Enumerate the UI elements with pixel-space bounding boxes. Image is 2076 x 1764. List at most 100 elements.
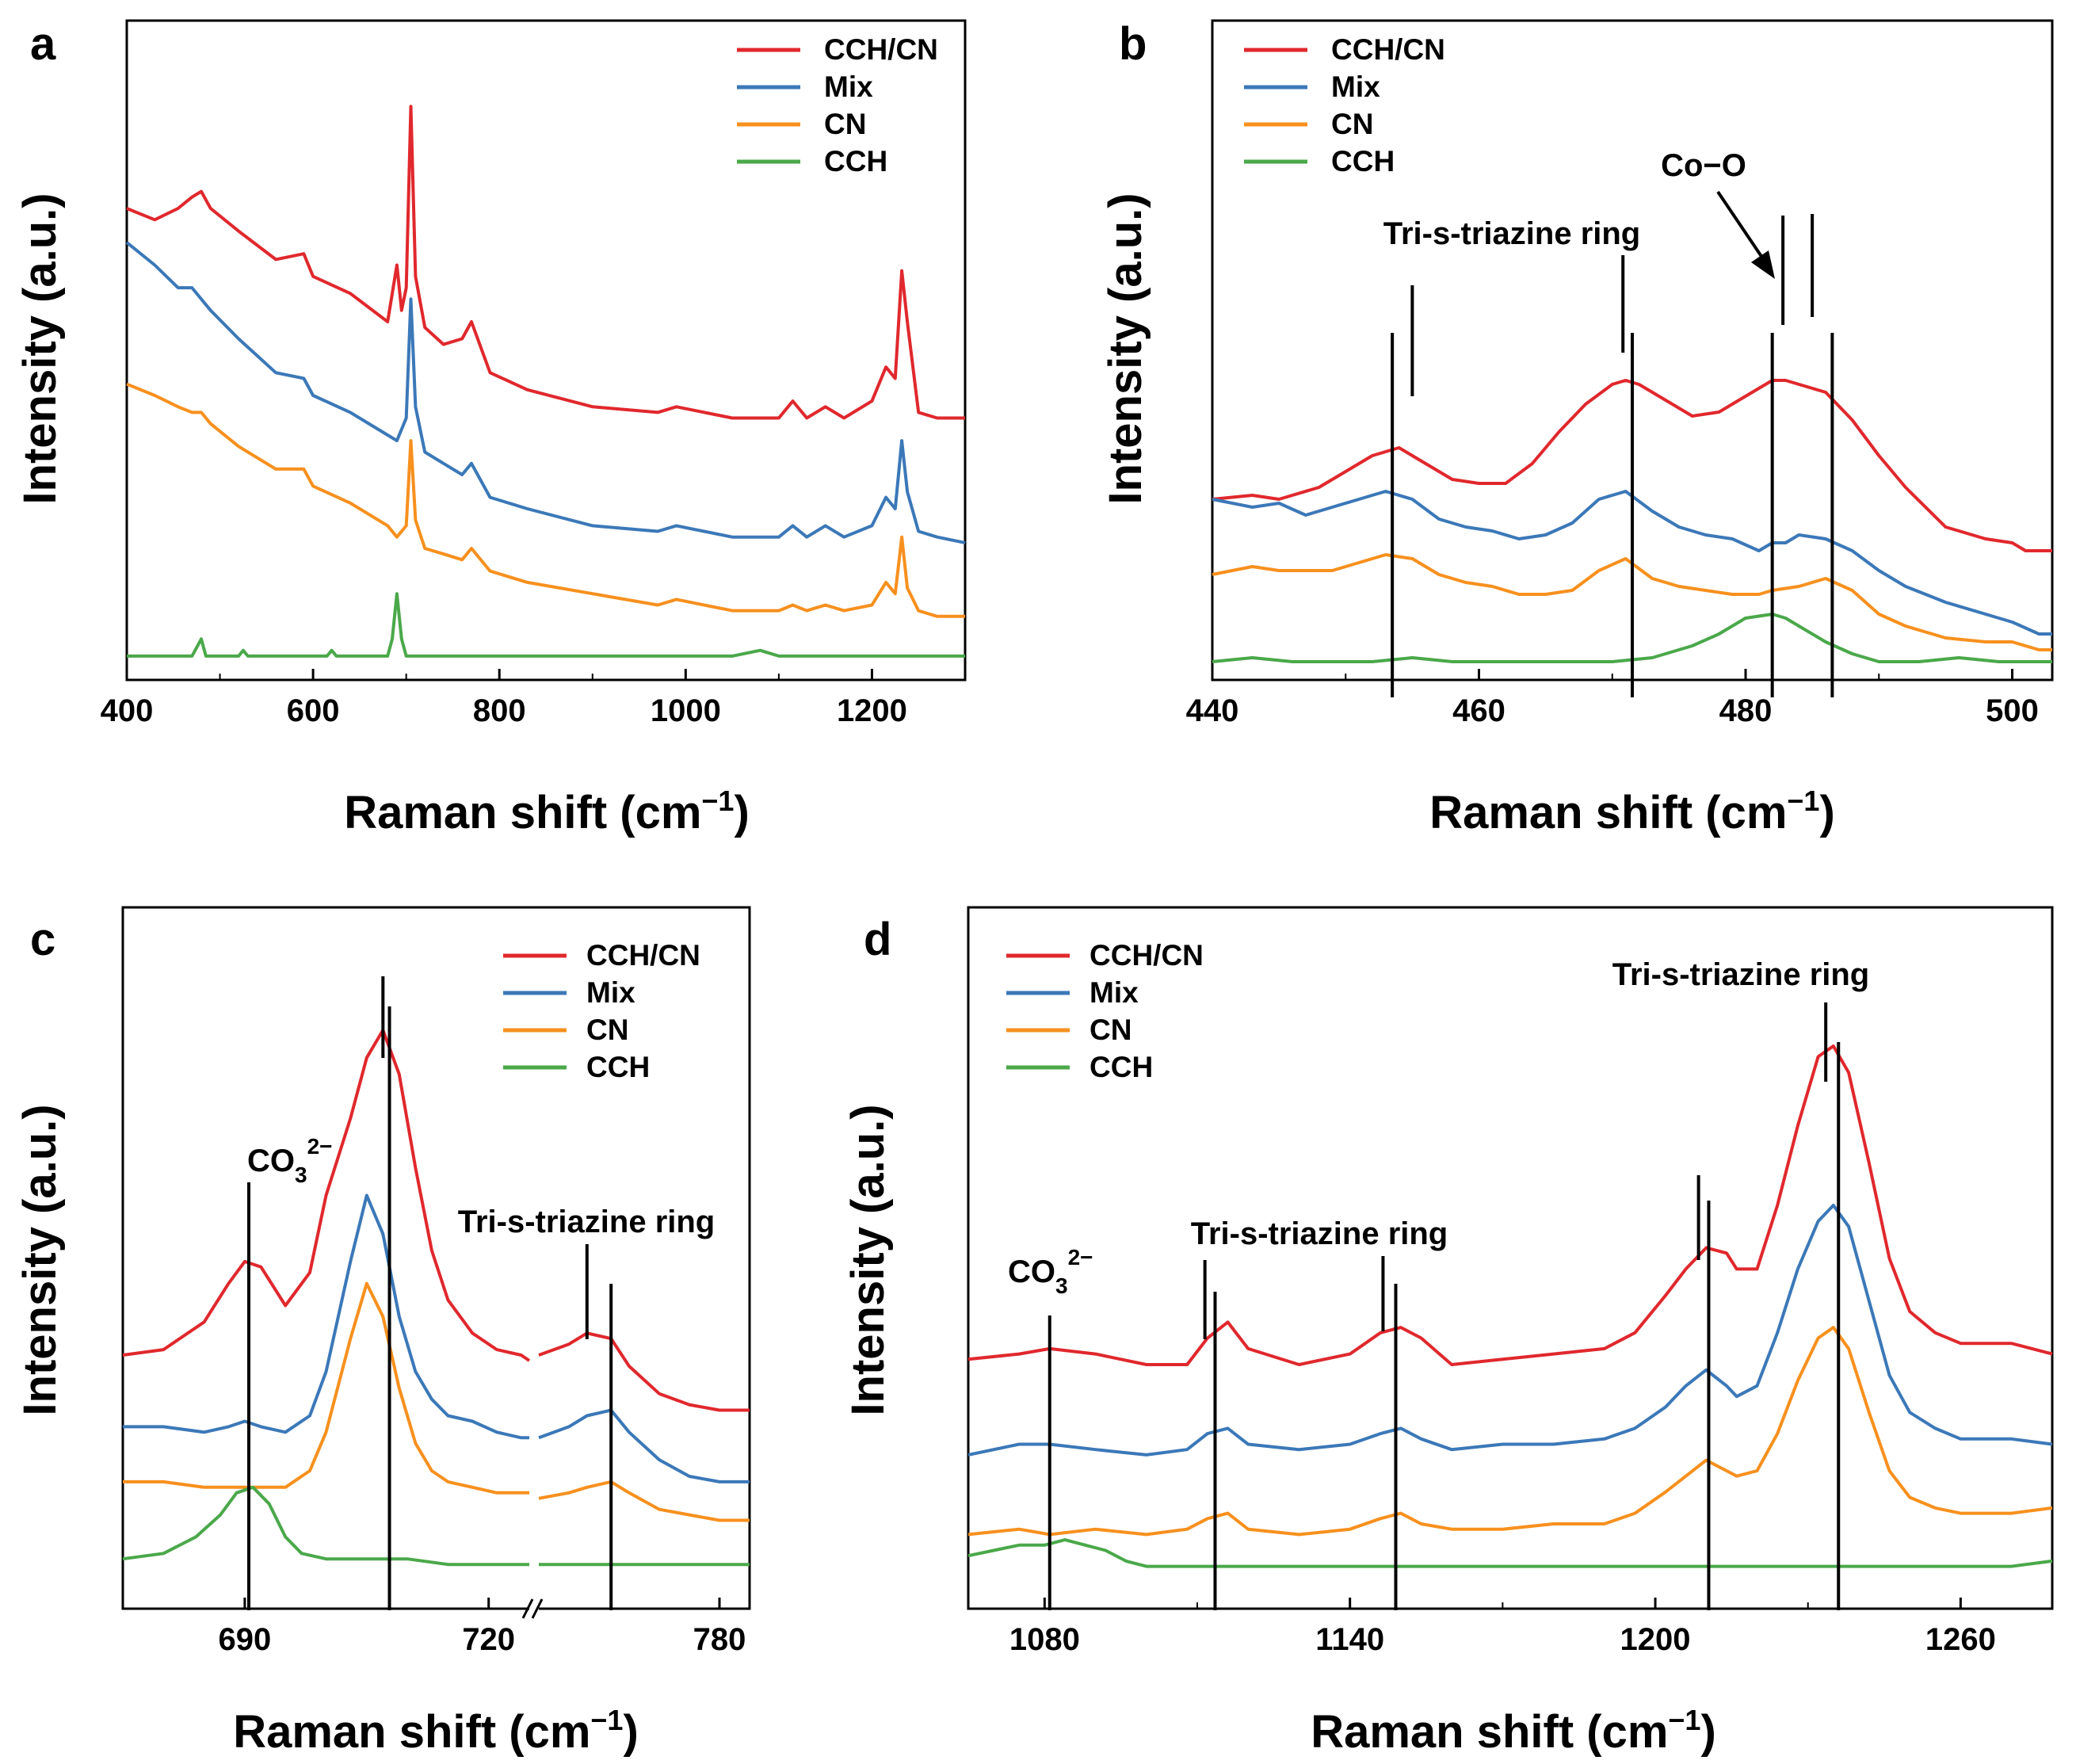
x-axis-title-c: Raman shift (cm−1)	[233, 1704, 639, 1758]
legend-a: CCH/CN Mix CN CCH	[737, 33, 938, 178]
legend-label-cch-cn: CCH/CN	[586, 939, 700, 972]
series-line-cn	[538, 1480, 750, 1522]
x-tick-label: 690	[219, 1622, 272, 1657]
annotation-tri-s-triazine-2: Tri-s-triazine ring	[1612, 957, 1870, 992]
series-line-cch-cn	[122, 1029, 531, 1362]
series-line-cch-cn	[126, 105, 965, 420]
annotation-arrow-shaft	[1716, 190, 1765, 262]
x-tick-label: 460	[1452, 693, 1505, 728]
axis-break-mark	[521, 1598, 534, 1619]
series-line-cn	[123, 1281, 529, 1495]
annotation-carbonate-sup: 2−	[307, 1134, 333, 1159]
axis-break-mark	[531, 1598, 544, 1619]
x-tick-label: 400	[101, 693, 154, 728]
x-tick-label: 1000	[651, 693, 721, 728]
legend-b: CCH/CN Mix CN CCH	[1244, 33, 1445, 178]
y-axis-title-c: Intensity (a.u.)	[14, 1104, 66, 1415]
series-line-mix	[1212, 490, 2052, 636]
legend-label-mix: Mix	[586, 976, 635, 1009]
series-line-cch-cn	[1212, 379, 2052, 552]
panel-letter-d: d	[864, 914, 891, 965]
legend-label-cch: CCH	[1331, 145, 1395, 178]
annotation-carbonate: CO32−	[247, 1134, 333, 1187]
legend-label-mix: Mix	[1331, 71, 1380, 103]
panel-letter-c: c	[30, 914, 55, 965]
x-axis-title-b: Raman shift (cm−1)	[1429, 785, 1835, 838]
legend-label-mix: Mix	[824, 71, 873, 103]
annotation-carbonate: CO32−	[1008, 1245, 1093, 1298]
y-axis-title-d: Intensity (a.u.)	[842, 1104, 894, 1415]
x-tick-label: 600	[287, 693, 340, 728]
panel-letter-b: b	[1119, 18, 1147, 70]
x-axis-title-main: Raman shift (cm	[1311, 1706, 1668, 1758]
plot-frame-d	[967, 906, 2054, 1610]
y-axis-title-a: Intensity (a.u.)	[14, 193, 66, 504]
x-tick-label: 1140	[1315, 1622, 1384, 1657]
annotation-tri-s-triazine-1: Tri-s-triazine ring	[1191, 1216, 1448, 1251]
x-axis-title-end: )	[1819, 787, 1834, 838]
x-tick-label: 500	[1986, 693, 2039, 728]
series-line-mix	[538, 1408, 750, 1483]
series-line-mix	[967, 1204, 2053, 1457]
annotation-carbonate-base: CO	[1008, 1254, 1055, 1289]
annotation-carbonate-sub: 3	[295, 1163, 307, 1187]
x-axis-title-end: )	[734, 787, 749, 838]
x-axis-title-end: )	[1700, 1706, 1715, 1758]
series-line-cn	[967, 1326, 2053, 1537]
x-tick-label: 480	[1719, 693, 1773, 728]
x-axis-title-main: Raman shift (cm	[1429, 787, 1787, 838]
legend-d: CCH/CN Mix CN CCH	[1006, 939, 1204, 1083]
x-axis-title-sup: −1	[701, 785, 734, 817]
series-line-mix	[125, 241, 966, 544]
legend-label-cn: CN	[1331, 108, 1373, 140]
x-tick-label: 1260	[1925, 1622, 1996, 1657]
series-line-cch	[127, 592, 965, 658]
legend-label-cn: CN	[1090, 1014, 1131, 1046]
axis-break-gap	[529, 1599, 539, 1618]
x-tick-label: 1080	[1009, 1622, 1080, 1657]
x-axis-title-end: )	[623, 1706, 638, 1758]
annotation-tri-s-triazine: Tri-s-triazine ring	[458, 1205, 716, 1239]
x-axis-title-d: Raman shift (cm−1)	[1311, 1704, 1716, 1758]
annotation-co-o: Co−O	[1661, 148, 1746, 183]
series-line-cch	[1212, 613, 2052, 663]
x-tick-label: 800	[473, 693, 526, 728]
panel-b: b Intensity (a.u.) Raman shift (cm−1) CCH/C…	[1100, 18, 2054, 838]
series-line-mix	[123, 1193, 529, 1440]
series-line-cch-cn	[538, 1331, 750, 1412]
panel-a: a Intensity (a.u.) Raman shift (cm−1) CCH/C…	[14, 18, 967, 838]
legend-label-cch-cn: CCH/CN	[824, 33, 938, 66]
x-axis-title-a: Raman shift (cm−1)	[344, 785, 750, 838]
x-tick-label: 1200	[1620, 1622, 1691, 1657]
x-tick-label: 720	[462, 1622, 515, 1657]
legend-label-mix: Mix	[1090, 976, 1139, 1009]
legend-label-cn: CN	[586, 1014, 628, 1046]
legend-label-cch: CCH	[586, 1051, 650, 1083]
panel-c: c Intensity (a.u.) Raman shift (cm−1) CCH/C…	[14, 906, 751, 1758]
legend-label-cch: CCH	[824, 145, 887, 178]
x-axis-title-sup: −1	[590, 1704, 623, 1736]
series-line-cn	[126, 382, 965, 618]
plot-frame-c	[121, 906, 751, 1610]
panel-d: d Intensity (a.u.) Raman shift (cm−1) CCH/C…	[842, 906, 2054, 1758]
annotation-carbonate-base: CO	[247, 1144, 295, 1178]
panel-letter-a: a	[30, 18, 56, 70]
plot-frame-a	[125, 19, 967, 682]
x-axis-title-main: Raman shift (cm	[233, 1706, 590, 1758]
legend-label-cn: CN	[824, 108, 866, 140]
x-axis-title-sup: −1	[1787, 785, 1819, 817]
legend-c: CCH/CN Mix CN CCH	[503, 939, 700, 1083]
annotation-carbonate-sup: 2−	[1068, 1245, 1093, 1270]
x-tick-label: 780	[693, 1622, 746, 1657]
annotation-arrow-head	[1751, 250, 1775, 279]
x-tick-label: 1200	[837, 693, 907, 728]
series-line-cn	[1212, 553, 2052, 651]
annotation-tri-s-triazine: Tri-s-triazine ring	[1383, 216, 1641, 251]
legend-label-cch-cn: CCH/CN	[1331, 33, 1445, 66]
series-line-cch	[122, 1485, 529, 1567]
annotation-carbonate-sub: 3	[1055, 1273, 1068, 1298]
series-line-cch	[967, 1538, 2053, 1568]
y-axis-title-b: Intensity (a.u.)	[1100, 193, 1151, 504]
x-tick-label: 440	[1186, 693, 1239, 728]
